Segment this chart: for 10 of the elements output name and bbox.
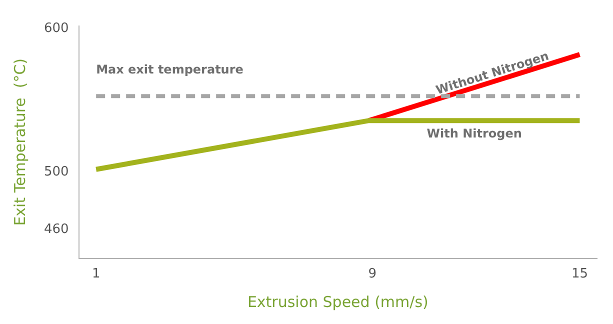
y-tick-label: 460 <box>44 222 69 238</box>
y-axis-title: Exit Temperature (°C) <box>10 58 29 226</box>
x-tick-label: 15 <box>571 266 588 282</box>
x-axis-title: Extrusion Speed (mm/s) <box>247 292 428 311</box>
x-tick-label: 1 <box>92 266 100 282</box>
series-label: With Nitrogen <box>426 126 522 141</box>
x-tick-label: 9 <box>368 266 377 282</box>
ref-line-label: Max exit temperature <box>96 62 244 76</box>
y-tick-label: 500 <box>44 164 69 180</box>
y-tick-label: 600 <box>44 21 69 36</box>
